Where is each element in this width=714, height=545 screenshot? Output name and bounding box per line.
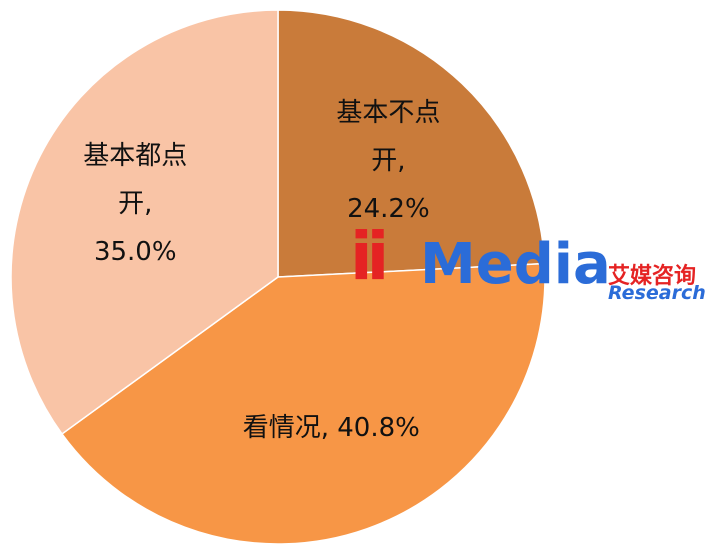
data-label: 基本不点开, 24.2% [336,97,441,224]
pie-slice [10,9,279,435]
logo-prefix: ii [350,218,389,295]
pie-slice [277,9,546,278]
logo-cn: 艾媒咨询 [608,264,697,289]
data-label: 基本都点开, 35.0% [83,141,188,268]
pie-slice [60,262,546,545]
logo-en: Research [608,282,706,304]
data-label: 看情况, 40.8% [242,413,420,444]
logo-brand: Media [420,232,611,297]
